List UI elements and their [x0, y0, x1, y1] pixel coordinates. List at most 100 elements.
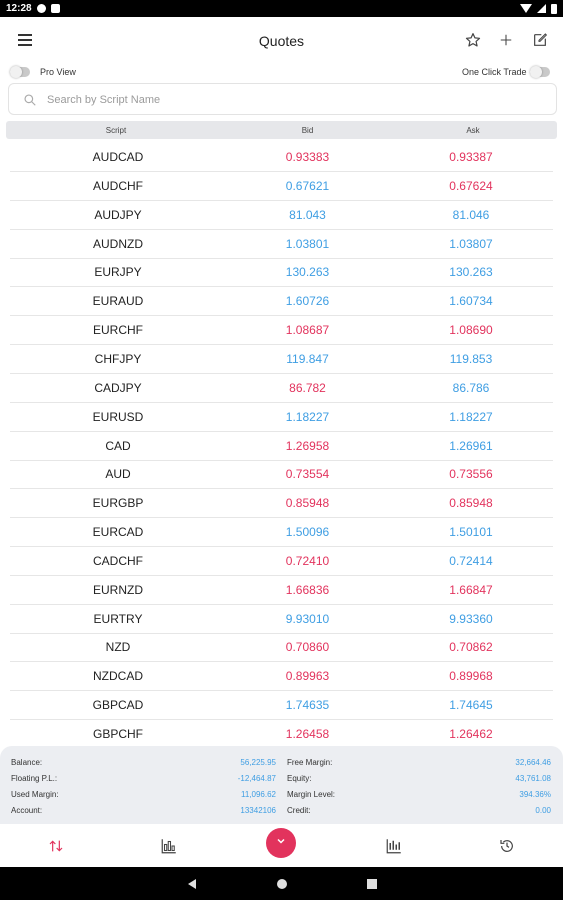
quote-bid[interactable]: 1.66836 — [285, 582, 330, 597]
quote-symbol: AUDNZD — [93, 236, 143, 251]
quotes-list[interactable]: AUDCAD 0.93383 0.93387 AUDCHF 0.67621 0.67624… — [0, 143, 563, 746]
quote-bid[interactable]: 1.74635 — [285, 698, 330, 713]
quote-row[interactable]: CADCHF 0.72410 0.72414 — [10, 547, 553, 576]
quote-bid[interactable]: 0.70860 — [285, 640, 330, 655]
quote-bid[interactable]: 1.26958 — [285, 438, 330, 453]
search-input[interactable] — [47, 90, 527, 110]
quote-symbol: CADCHF — [93, 553, 143, 568]
quote-row[interactable]: EURAUD 1.60726 1.60734 — [10, 287, 553, 317]
quote-bid[interactable]: 1.03801 — [285, 236, 330, 251]
quote-row[interactable]: EURGBP 0.85948 0.85948 — [10, 489, 553, 519]
quote-symbol: CHFJPY — [94, 351, 142, 366]
quotes-arrows-icon[interactable] — [46, 836, 66, 856]
quote-ask[interactable]: 0.73556 — [449, 467, 493, 482]
quote-ask[interactable]: 81.046 — [452, 207, 490, 222]
quote-row[interactable]: GBPCAD 1.74635 1.74645 — [10, 691, 553, 721]
star-favorites-icon[interactable] — [463, 30, 483, 50]
edit-list-icon[interactable] — [530, 30, 550, 50]
floating-pl-label: Floating P.L.: — [11, 774, 58, 783]
quote-ask[interactable]: 1.26961 — [449, 438, 493, 453]
quote-ask[interactable]: 1.50101 — [449, 525, 493, 540]
quote-ask[interactable]: 1.74645 — [449, 698, 493, 713]
quote-bid[interactable]: 1.08687 — [285, 323, 330, 338]
quote-row[interactable]: CADJPY 86.782 86.786 — [10, 374, 553, 403]
quote-bid[interactable]: 130.263 — [285, 265, 330, 280]
quote-bid[interactable]: 1.60726 — [285, 294, 330, 309]
search-box[interactable] — [8, 83, 557, 115]
credit-value: 0.00 — [535, 806, 551, 815]
chart-bars-icon[interactable] — [159, 836, 179, 856]
quote-ask[interactable]: 86.786 — [452, 380, 490, 395]
home-circle-icon[interactable] — [276, 877, 288, 895]
balance-value: 56,225.95 — [240, 758, 276, 767]
quote-row[interactable]: AUD 0.73554 0.73556 — [10, 460, 553, 490]
quote-row[interactable]: EURCAD 1.50096 1.50101 — [10, 518, 553, 548]
quote-ask[interactable]: 9.93360 — [449, 611, 493, 626]
quote-bid[interactable]: 86.782 — [289, 380, 326, 395]
quote-row[interactable]: EURJPY 130.263 130.263 — [10, 258, 553, 288]
quote-bid[interactable]: 1.26458 — [285, 727, 330, 741]
quote-row[interactable]: EURCHF 1.08687 1.08690 — [10, 316, 553, 346]
quote-bid[interactable]: 0.73554 — [285, 467, 330, 482]
quote-symbol: AUDJPY — [94, 207, 142, 222]
quote-bid[interactable]: 119.847 — [286, 351, 329, 366]
quote-row[interactable]: EURTRY 9.93010 9.93360 — [10, 605, 553, 634]
one-click-trade-switch[interactable] — [530, 66, 550, 78]
battery-icon — [551, 3, 557, 14]
trade-fab-button[interactable] — [266, 828, 296, 858]
quote-ask[interactable]: 1.60734 — [449, 294, 493, 309]
table-header: Script Bid Ask — [6, 121, 557, 139]
quote-ask[interactable]: 1.18227 — [449, 409, 493, 424]
quote-row[interactable]: EURUSD 1.18227 1.18227 — [10, 403, 553, 432]
column-header-ask: Ask — [466, 126, 480, 135]
quote-row[interactable]: AUDCHF 0.67621 0.67624 — [10, 172, 553, 201]
quote-bid[interactable]: 81.043 — [289, 207, 326, 222]
quote-row[interactable]: EURNZD 1.66836 1.66847 — [10, 576, 553, 605]
history-clock-icon[interactable] — [497, 836, 517, 856]
quote-ask[interactable]: 130.263 — [449, 265, 493, 280]
quote-bid[interactable]: 0.89963 — [285, 669, 330, 684]
quote-bid[interactable]: 0.67621 — [285, 178, 330, 193]
quote-symbol: EURGBP — [92, 496, 144, 511]
quote-row[interactable]: CHFJPY 119.847 119.853 — [10, 345, 553, 374]
pro-view-switch[interactable] — [10, 66, 30, 78]
quote-bid[interactable]: 0.72410 — [285, 553, 330, 568]
quote-symbol: AUD — [105, 467, 131, 482]
quote-ask[interactable]: 119.853 — [449, 351, 493, 366]
quote-ask[interactable]: 0.85948 — [449, 496, 493, 511]
quote-row[interactable]: NZDCAD 0.89963 0.89968 — [10, 662, 553, 692]
quote-ask[interactable]: 0.67624 — [449, 178, 493, 193]
quote-ask[interactable]: 0.93387 — [449, 150, 493, 164]
quote-symbol: GBPCAD — [92, 698, 144, 713]
back-triangle-icon[interactable] — [186, 877, 198, 895]
quote-bid[interactable]: 0.93383 — [285, 150, 330, 164]
quote-ask[interactable]: 1.08690 — [449, 323, 493, 338]
hamburger-menu-icon[interactable] — [18, 34, 32, 46]
equity-label: Equity: — [287, 774, 312, 783]
quote-row[interactable]: NZD 0.70860 0.70862 — [10, 633, 553, 663]
quote-ask[interactable]: 1.03807 — [449, 236, 493, 251]
quote-ask[interactable]: 1.26462 — [449, 727, 493, 741]
quote-row[interactable]: AUDNZD 1.03801 1.03807 — [10, 230, 553, 259]
add-plus-icon[interactable] — [496, 30, 516, 50]
margin-level-value: 394.36% — [519, 790, 551, 799]
recents-square-icon[interactable] — [366, 877, 378, 895]
quote-row[interactable]: AUDCAD 0.93383 0.93387 — [10, 143, 553, 172]
quote-symbol: EURCHF — [93, 323, 143, 338]
account-summary: Balance: 56,225.95 Floating P.L.: -12,46… — [0, 746, 563, 824]
quote-bid[interactable]: 1.50096 — [285, 525, 330, 540]
quote-bid[interactable]: 1.18227 — [285, 409, 330, 424]
cell-signal-icon — [537, 4, 546, 13]
quote-symbol: CAD — [105, 438, 131, 453]
quote-row[interactable]: CAD 1.26958 1.26961 — [10, 432, 553, 461]
quote-bid[interactable]: 0.85948 — [285, 496, 330, 511]
search-icon — [23, 93, 37, 107]
quote-ask[interactable]: 0.70862 — [449, 640, 493, 655]
quote-ask[interactable]: 0.72414 — [449, 553, 493, 568]
quote-ask[interactable]: 0.89968 — [449, 669, 493, 684]
quote-bid[interactable]: 9.93010 — [285, 611, 330, 626]
quote-row[interactable]: AUDJPY 81.043 81.046 — [10, 201, 553, 230]
quote-row[interactable]: GBPCHF 1.26458 1.26462 — [10, 720, 553, 746]
positions-chart-icon[interactable] — [384, 836, 404, 856]
quote-ask[interactable]: 1.66847 — [449, 582, 493, 597]
